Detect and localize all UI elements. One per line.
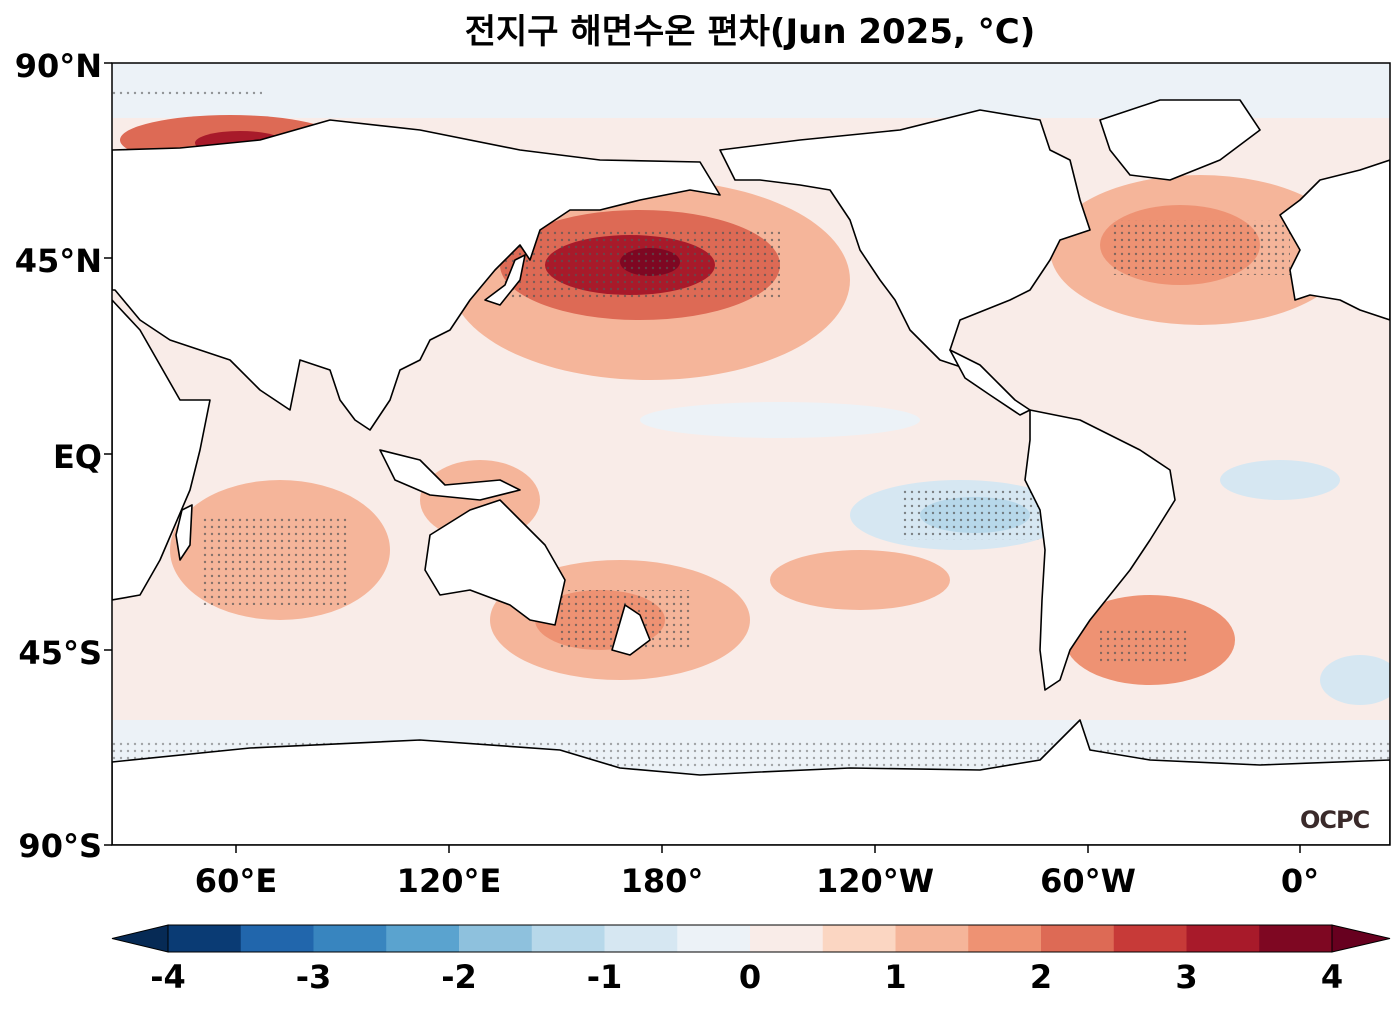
land-africa — [112, 299, 211, 601]
colorbar-frame — [167, 924, 1333, 953]
colorbar-segment — [1186, 925, 1260, 952]
colorbar-tick-label: -2 — [441, 958, 477, 996]
colorbar-segment — [1259, 925, 1333, 952]
colorbar-segment — [750, 925, 824, 952]
colorbar-tick-label: -3 — [295, 958, 332, 996]
eq-atl-cool — [1220, 460, 1340, 500]
colorbar-segment — [677, 925, 751, 952]
land-madagascar — [175, 504, 193, 561]
colorbar-segment — [459, 925, 533, 952]
colorbar-segment — [1113, 925, 1187, 952]
lon-label-60e: 60°E — [194, 862, 278, 900]
lon-label-60w: 60°W — [1040, 862, 1136, 900]
map-field — [112, 63, 1390, 845]
colorbar-segment — [895, 925, 969, 952]
colorbar-tick-label: 2 — [1029, 958, 1053, 996]
colorbar-segment — [604, 925, 678, 952]
land-europe-west — [1279, 159, 1390, 321]
colorbar-segment — [968, 925, 1042, 952]
lat-label-90n: 90°N — [14, 47, 102, 85]
land — [112, 99, 1390, 845]
stipple-satl — [1100, 630, 1190, 665]
land-north-america — [719, 109, 1091, 371]
land-antarctica — [112, 719, 1390, 845]
colorbar-segment — [313, 925, 387, 952]
lon-label-0: 0° — [1280, 862, 1320, 900]
lon-label-120w: 120°W — [815, 862, 935, 900]
land-australia — [424, 499, 566, 626]
spac-warm — [770, 550, 950, 610]
colorbar-segment — [1041, 925, 1115, 952]
colorbar-extend-high — [1331, 924, 1391, 953]
lat-label-90s: 90°S — [18, 827, 102, 865]
land-greenland — [1099, 99, 1261, 181]
ocpc-credit: OCPC — [1300, 806, 1370, 834]
colorbar-segment — [531, 925, 605, 952]
colorbar — [111, 924, 1391, 953]
colorbar-segment — [822, 925, 896, 952]
axis-ticks — [104, 62, 1301, 853]
stipple-indian — [200, 515, 350, 605]
eq-pac-cool — [640, 402, 920, 438]
lat-label-eq: EQ — [52, 438, 102, 476]
lon-label-180: 180° — [620, 862, 704, 900]
lon-label-120e: 120°E — [396, 862, 502, 900]
colorbar-tick-label: 0 — [738, 958, 762, 996]
map-title: 전지구 해면수온 편차(Jun 2025, °C) — [464, 12, 1036, 52]
colorbar-tick-label: 4 — [1320, 958, 1344, 996]
land-new-zealand — [611, 604, 651, 656]
colorbar-segment — [240, 925, 314, 952]
land-japan — [484, 254, 526, 306]
land-se-asia-islands — [379, 449, 521, 501]
colorbar-tick-label: -4 — [150, 958, 186, 996]
colorbar-tick-label: 3 — [1175, 958, 1198, 996]
land-eurasia — [112, 119, 721, 431]
colorbar-tick-label: 1 — [884, 958, 907, 996]
south-atl-cool — [1320, 655, 1390, 705]
stipple-arctic — [112, 90, 262, 96]
stipple-natl — [1110, 220, 1290, 275]
stipple-npac — [500, 230, 780, 300]
lat-label-45n: 45°N — [14, 242, 102, 280]
stipple-sepac — [900, 490, 1040, 540]
colorbar-segment — [168, 925, 242, 952]
colorbar-segment — [386, 925, 460, 952]
colorbar-extend-low — [111, 924, 169, 953]
colorbar-tick-label: -1 — [586, 958, 623, 996]
lat-label-45s: 45°S — [18, 634, 102, 672]
land-south-america — [1024, 409, 1176, 691]
